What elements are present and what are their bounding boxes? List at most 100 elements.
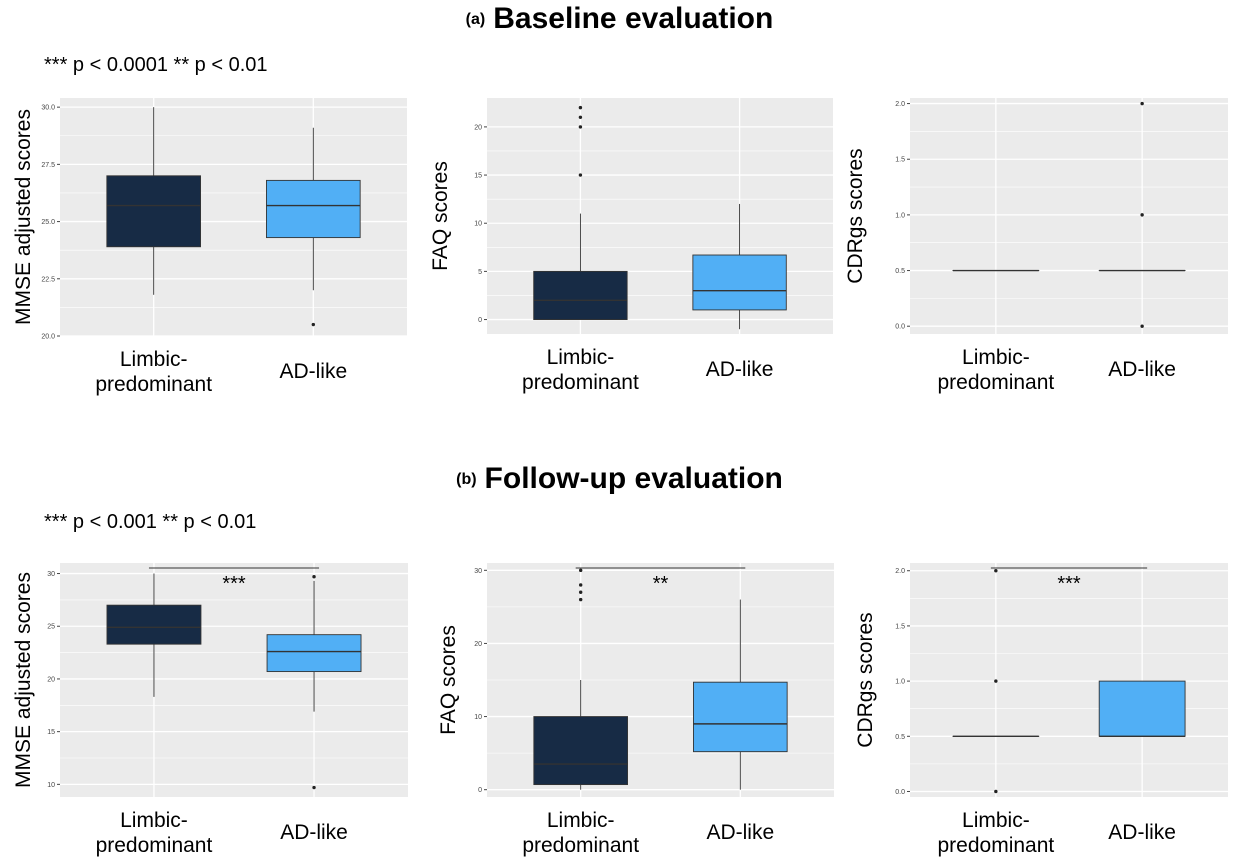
y-tick-label: 25 bbox=[47, 624, 55, 631]
y-tick-label: 0 bbox=[478, 317, 482, 324]
iqr-box bbox=[266, 179, 361, 239]
x-tick-label: Limbic-predominant bbox=[96, 809, 213, 857]
y-tick-label: 10 bbox=[474, 714, 482, 721]
y-axis-label: FAQ scores bbox=[437, 625, 460, 735]
y-tick-label: 1.0 bbox=[895, 212, 905, 219]
iqr-box bbox=[693, 681, 788, 753]
outlier-point bbox=[578, 590, 583, 594]
outlier-point bbox=[578, 583, 583, 587]
iqr-box bbox=[106, 604, 202, 645]
y-tick-label: 2.0 bbox=[895, 101, 905, 108]
y-axis-label: MMSE adjusted scores bbox=[12, 109, 35, 325]
adlike-box bbox=[1098, 101, 1186, 328]
x-tick-label: Limbic-predominant bbox=[95, 348, 212, 396]
iqr-box bbox=[266, 634, 362, 673]
limbic-box bbox=[952, 569, 1040, 794]
section-a-name: Baseline evaluation bbox=[493, 2, 774, 35]
panel-2: 0 5 10 15 20 FAQ scores Limbic-predominant AD-l… bbox=[429, 98, 833, 394]
outlier-point bbox=[312, 575, 316, 579]
iqr-box bbox=[533, 716, 628, 786]
significance-stars: *** bbox=[222, 573, 246, 595]
y-tick-label: 1.5 bbox=[895, 157, 905, 164]
panel-6: 0.0 0.5 1.0 1.5 2.0 CDRgs scores Limbic-predom… bbox=[854, 563, 1228, 857]
section-b-title: (b) Follow-up evaluation bbox=[0, 462, 1239, 496]
x-tick-label: Limbic-predominant bbox=[937, 809, 1054, 857]
panel-background bbox=[910, 563, 1228, 797]
adlike-box bbox=[692, 203, 787, 330]
y-tick-label: 0.0 bbox=[895, 789, 905, 796]
outlier-point bbox=[578, 115, 583, 119]
outlier-point bbox=[994, 679, 998, 683]
outlier-point bbox=[994, 569, 998, 573]
limbic-box bbox=[533, 105, 628, 321]
y-tick-label: 20.0 bbox=[41, 334, 55, 341]
section-b-tag: (b) bbox=[456, 471, 477, 488]
iqr-box bbox=[692, 254, 787, 311]
y-axis-label: MMSE adjusted scores bbox=[12, 572, 35, 788]
y-tick-label: 2.0 bbox=[895, 568, 905, 575]
limbic-box bbox=[533, 568, 628, 790]
y-tick-label: 20 bbox=[474, 124, 482, 131]
limbic-box bbox=[106, 107, 201, 295]
x-tick-label: AD-like bbox=[280, 821, 348, 844]
y-tick-label: 1.5 bbox=[895, 623, 905, 630]
panel-4: 10 15 20 25 30 MMSE adjusted scores Limbic-pre… bbox=[12, 563, 408, 857]
limbic-box bbox=[106, 573, 202, 697]
outlier-point bbox=[994, 789, 998, 794]
y-tick-label: 15 bbox=[474, 173, 482, 180]
y-tick-label: 0.5 bbox=[895, 268, 905, 275]
section-a-title: (a) Baseline evaluation bbox=[0, 2, 1239, 36]
x-tick-label: AD-like bbox=[706, 358, 774, 381]
section-a-significance-note: *** p < 0.0001 ** p < 0.01 bbox=[44, 54, 268, 76]
adlike-box bbox=[266, 575, 362, 790]
y-tick-label: 25.0 bbox=[41, 219, 55, 226]
y-tick-label: 30.0 bbox=[41, 105, 55, 112]
outlier-point bbox=[578, 568, 583, 573]
adlike-box bbox=[1098, 680, 1186, 737]
y-tick-label: 0.5 bbox=[895, 734, 905, 741]
y-tick-label: 27.5 bbox=[41, 162, 55, 169]
y-tick-label: 30 bbox=[47, 571, 55, 578]
panel-3: 0.0 0.5 1.0 1.5 2.0 CDRgs scores Limbic-predom… bbox=[844, 98, 1228, 394]
y-tick-label: 1.0 bbox=[895, 679, 905, 686]
significance-stars: *** bbox=[1057, 573, 1081, 595]
outlier-point bbox=[1140, 213, 1144, 217]
outlier-point bbox=[311, 322, 316, 327]
iqr-box bbox=[533, 270, 628, 321]
panel-background bbox=[60, 563, 408, 797]
section-b-name: Follow-up evaluation bbox=[484, 462, 783, 495]
panel-background bbox=[910, 98, 1228, 334]
y-axis-label: CDRgs scores bbox=[854, 612, 877, 747]
iqr-box bbox=[106, 175, 201, 248]
iqr-box bbox=[1098, 680, 1186, 737]
panel-5: 0 10 20 30 FAQ scores Limbic-predominant AD-li… bbox=[437, 563, 834, 857]
outlier-point bbox=[578, 597, 583, 602]
y-axis-label: FAQ scores bbox=[429, 161, 452, 271]
outlier-point bbox=[1140, 324, 1144, 328]
significance-stars: ** bbox=[653, 573, 669, 595]
adlike-box bbox=[266, 127, 361, 327]
x-tick-label: Limbic-predominant bbox=[522, 346, 639, 394]
y-tick-label: 10 bbox=[47, 782, 55, 789]
y-tick-label: 5 bbox=[478, 269, 482, 276]
x-tick-label: Limbic-predominant bbox=[522, 809, 639, 857]
panel-1: 20.0 22.5 25.0 27.5 30.0 MMSE adjusted scores… bbox=[12, 98, 407, 396]
section-b-significance-note: *** p < 0.001 ** p < 0.01 bbox=[44, 511, 257, 533]
y-tick-label: 22.5 bbox=[41, 276, 55, 283]
section-a-tag: (a) bbox=[465, 11, 486, 28]
x-tick-label: AD-like bbox=[1108, 821, 1176, 844]
y-axis-label: CDRgs scores bbox=[844, 148, 867, 283]
y-tick-label: 0.0 bbox=[895, 324, 905, 331]
outlier-point bbox=[1140, 101, 1144, 106]
y-tick-label: 30 bbox=[474, 568, 482, 575]
outlier-point bbox=[578, 125, 583, 129]
y-tick-label: 15 bbox=[47, 729, 55, 736]
x-tick-label: AD-like bbox=[279, 360, 347, 383]
y-tick-label: 10 bbox=[474, 221, 482, 228]
y-tick-label: 20 bbox=[47, 676, 55, 683]
outlier-point bbox=[312, 785, 316, 790]
adlike-box bbox=[693, 599, 788, 790]
x-tick-label: Limbic-predominant bbox=[937, 346, 1054, 394]
x-tick-label: AD-like bbox=[1108, 358, 1176, 381]
